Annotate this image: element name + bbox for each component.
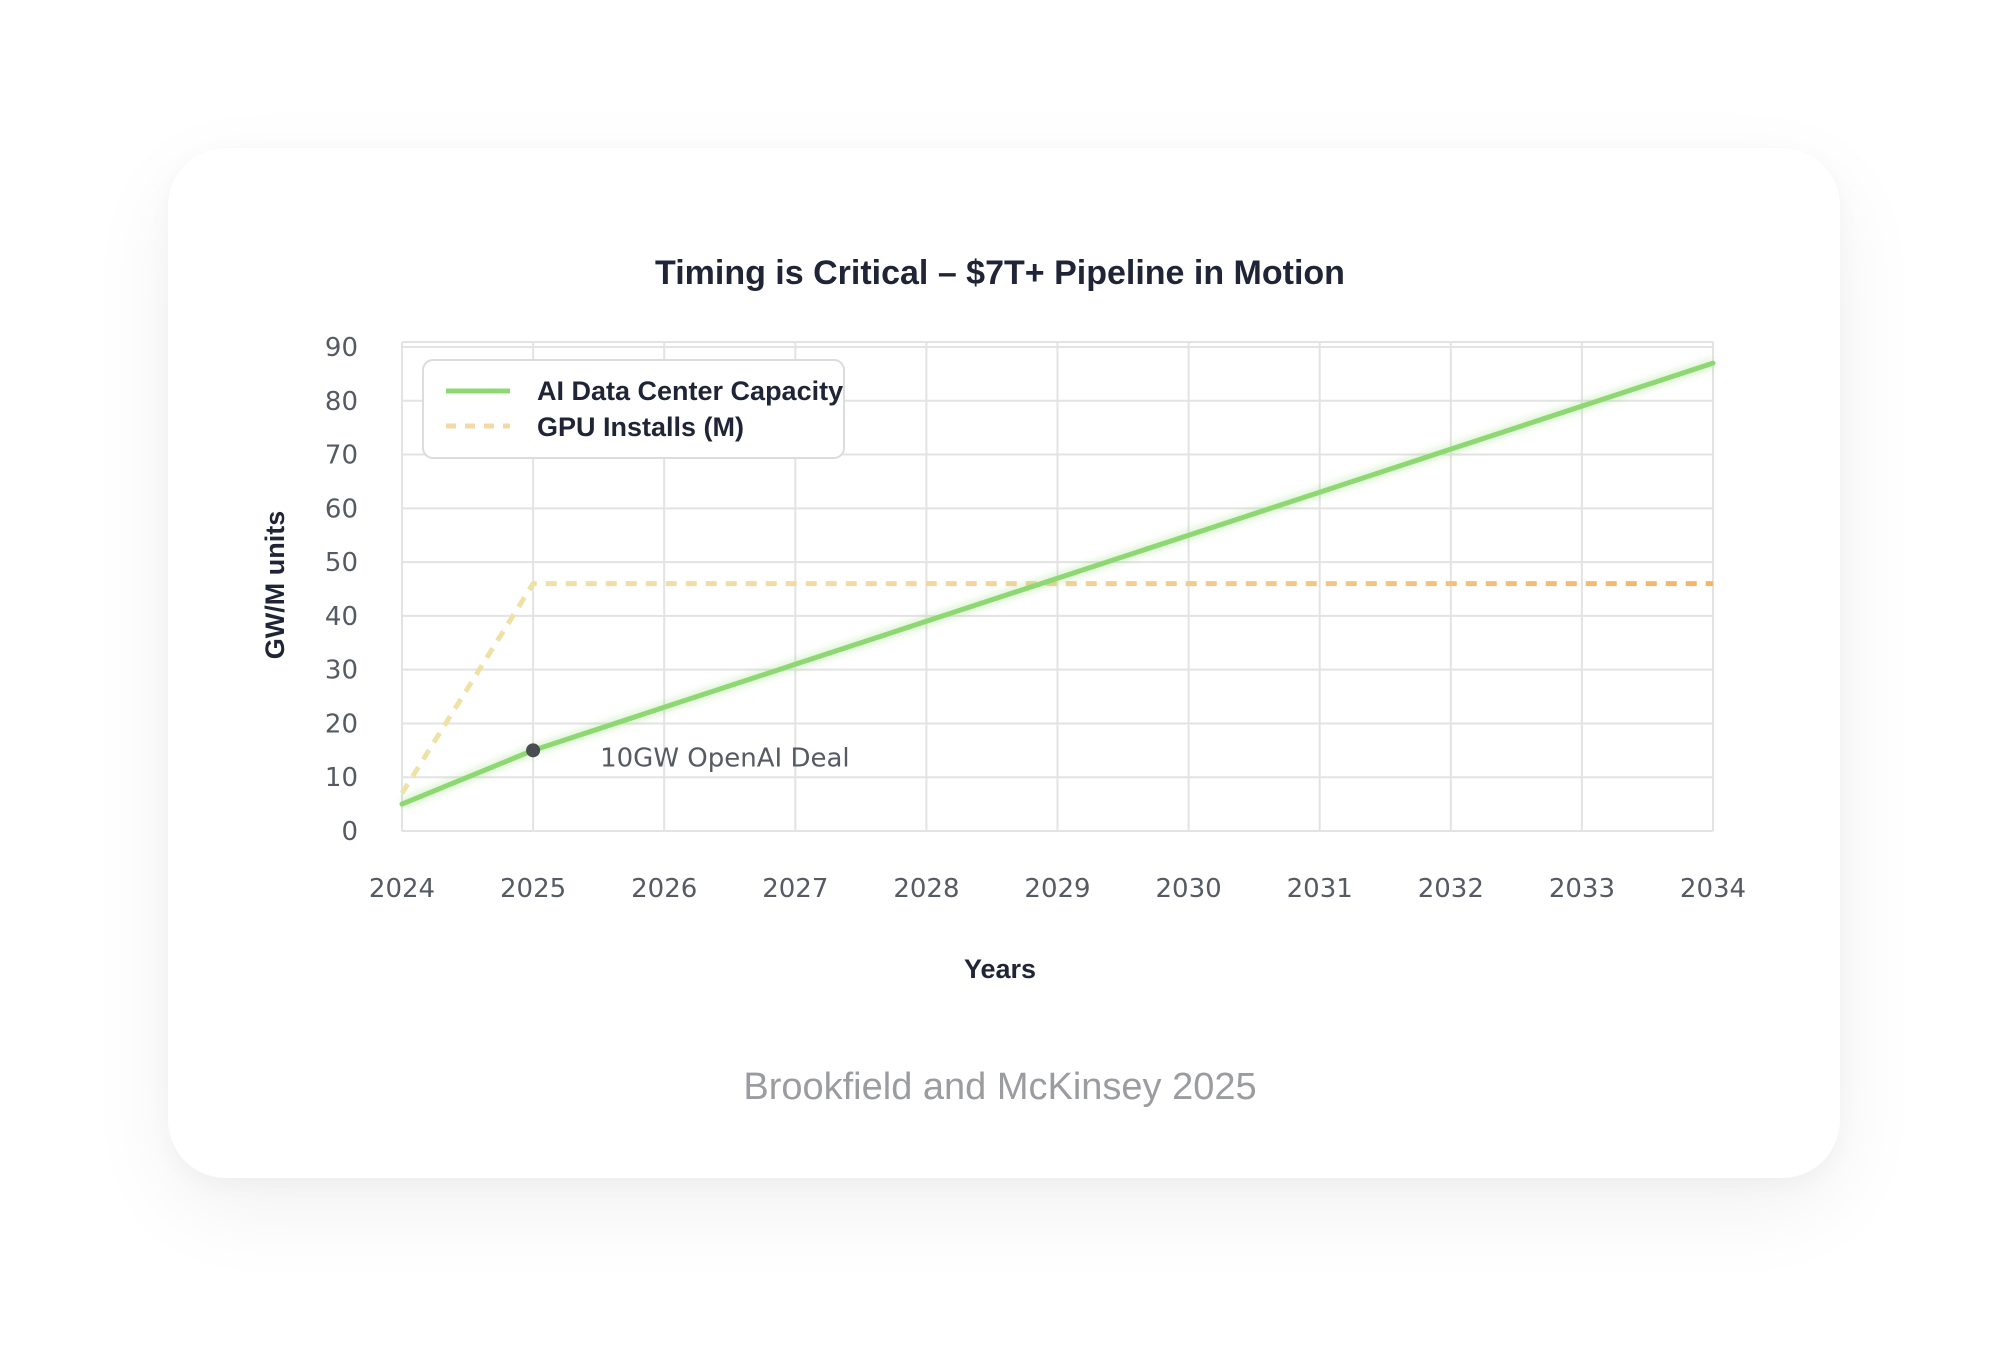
y-axis-ticks: 0 10 20 30 40 50 60 70 80 90 xyxy=(325,333,358,847)
annotations: 10GW OpenAI Deal xyxy=(526,743,850,773)
x-tick-label-2: 2026 xyxy=(631,874,697,904)
chart-title: Timing is Critical – $7T+ Pipeline in Mo… xyxy=(655,254,1345,292)
x-tick-label-4: 2028 xyxy=(893,874,959,904)
y-axis-label: GW/M units xyxy=(260,511,290,659)
x-tick-label-9: 2033 xyxy=(1549,874,1615,904)
legend-box xyxy=(422,359,845,459)
series-group xyxy=(399,357,1716,810)
x-axis-ticks: 2024 2025 2026 2027 2028 2029 2030 2031 2032 2033… xyxy=(369,874,1746,904)
y-tick-label-0: 0 xyxy=(341,817,358,847)
y-tick-label-4: 40 xyxy=(325,602,358,632)
y-tick-label-1: 10 xyxy=(325,763,358,793)
chart-card xyxy=(168,148,1840,1178)
x-axis-label: Years xyxy=(964,954,1036,984)
legend-label-gpu: GPU Installs (M) xyxy=(537,412,744,442)
y-tick-label-9: 90 xyxy=(325,333,358,363)
series-line-gpu-installs xyxy=(399,581,1713,795)
x-tick-label-7: 2031 xyxy=(1287,874,1353,904)
y-tick-label-7: 70 xyxy=(325,441,358,471)
annotation-marker-0 xyxy=(526,743,541,758)
legend-label-capacity: AI Data Center Capacity xyxy=(537,376,843,406)
y-tick-label-2: 20 xyxy=(325,709,358,739)
source-text: Brookfield and McKinsey 2025 xyxy=(743,1066,1256,1108)
y-tick-label-3: 30 xyxy=(325,656,358,686)
x-tick-label-5: 2029 xyxy=(1024,874,1090,904)
x-tick-label-3: 2027 xyxy=(762,874,828,904)
y-tick-label-8: 80 xyxy=(325,387,358,417)
x-tick-label-8: 2032 xyxy=(1418,874,1484,904)
x-tick-label-0: 2024 xyxy=(369,874,435,904)
x-tick-label-10: 2034 xyxy=(1680,874,1746,904)
legend: AI Data Center Capacity GPU Installs (M) xyxy=(422,359,845,459)
x-tick-label-6: 2030 xyxy=(1156,874,1222,904)
y-tick-label-6: 60 xyxy=(325,494,358,524)
y-tick-label-5: 50 xyxy=(325,548,358,578)
annotation-label-0: 10GW OpenAI Deal xyxy=(600,743,850,773)
x-tick-label-1: 2025 xyxy=(500,874,566,904)
series-line-capacity xyxy=(399,360,1716,807)
